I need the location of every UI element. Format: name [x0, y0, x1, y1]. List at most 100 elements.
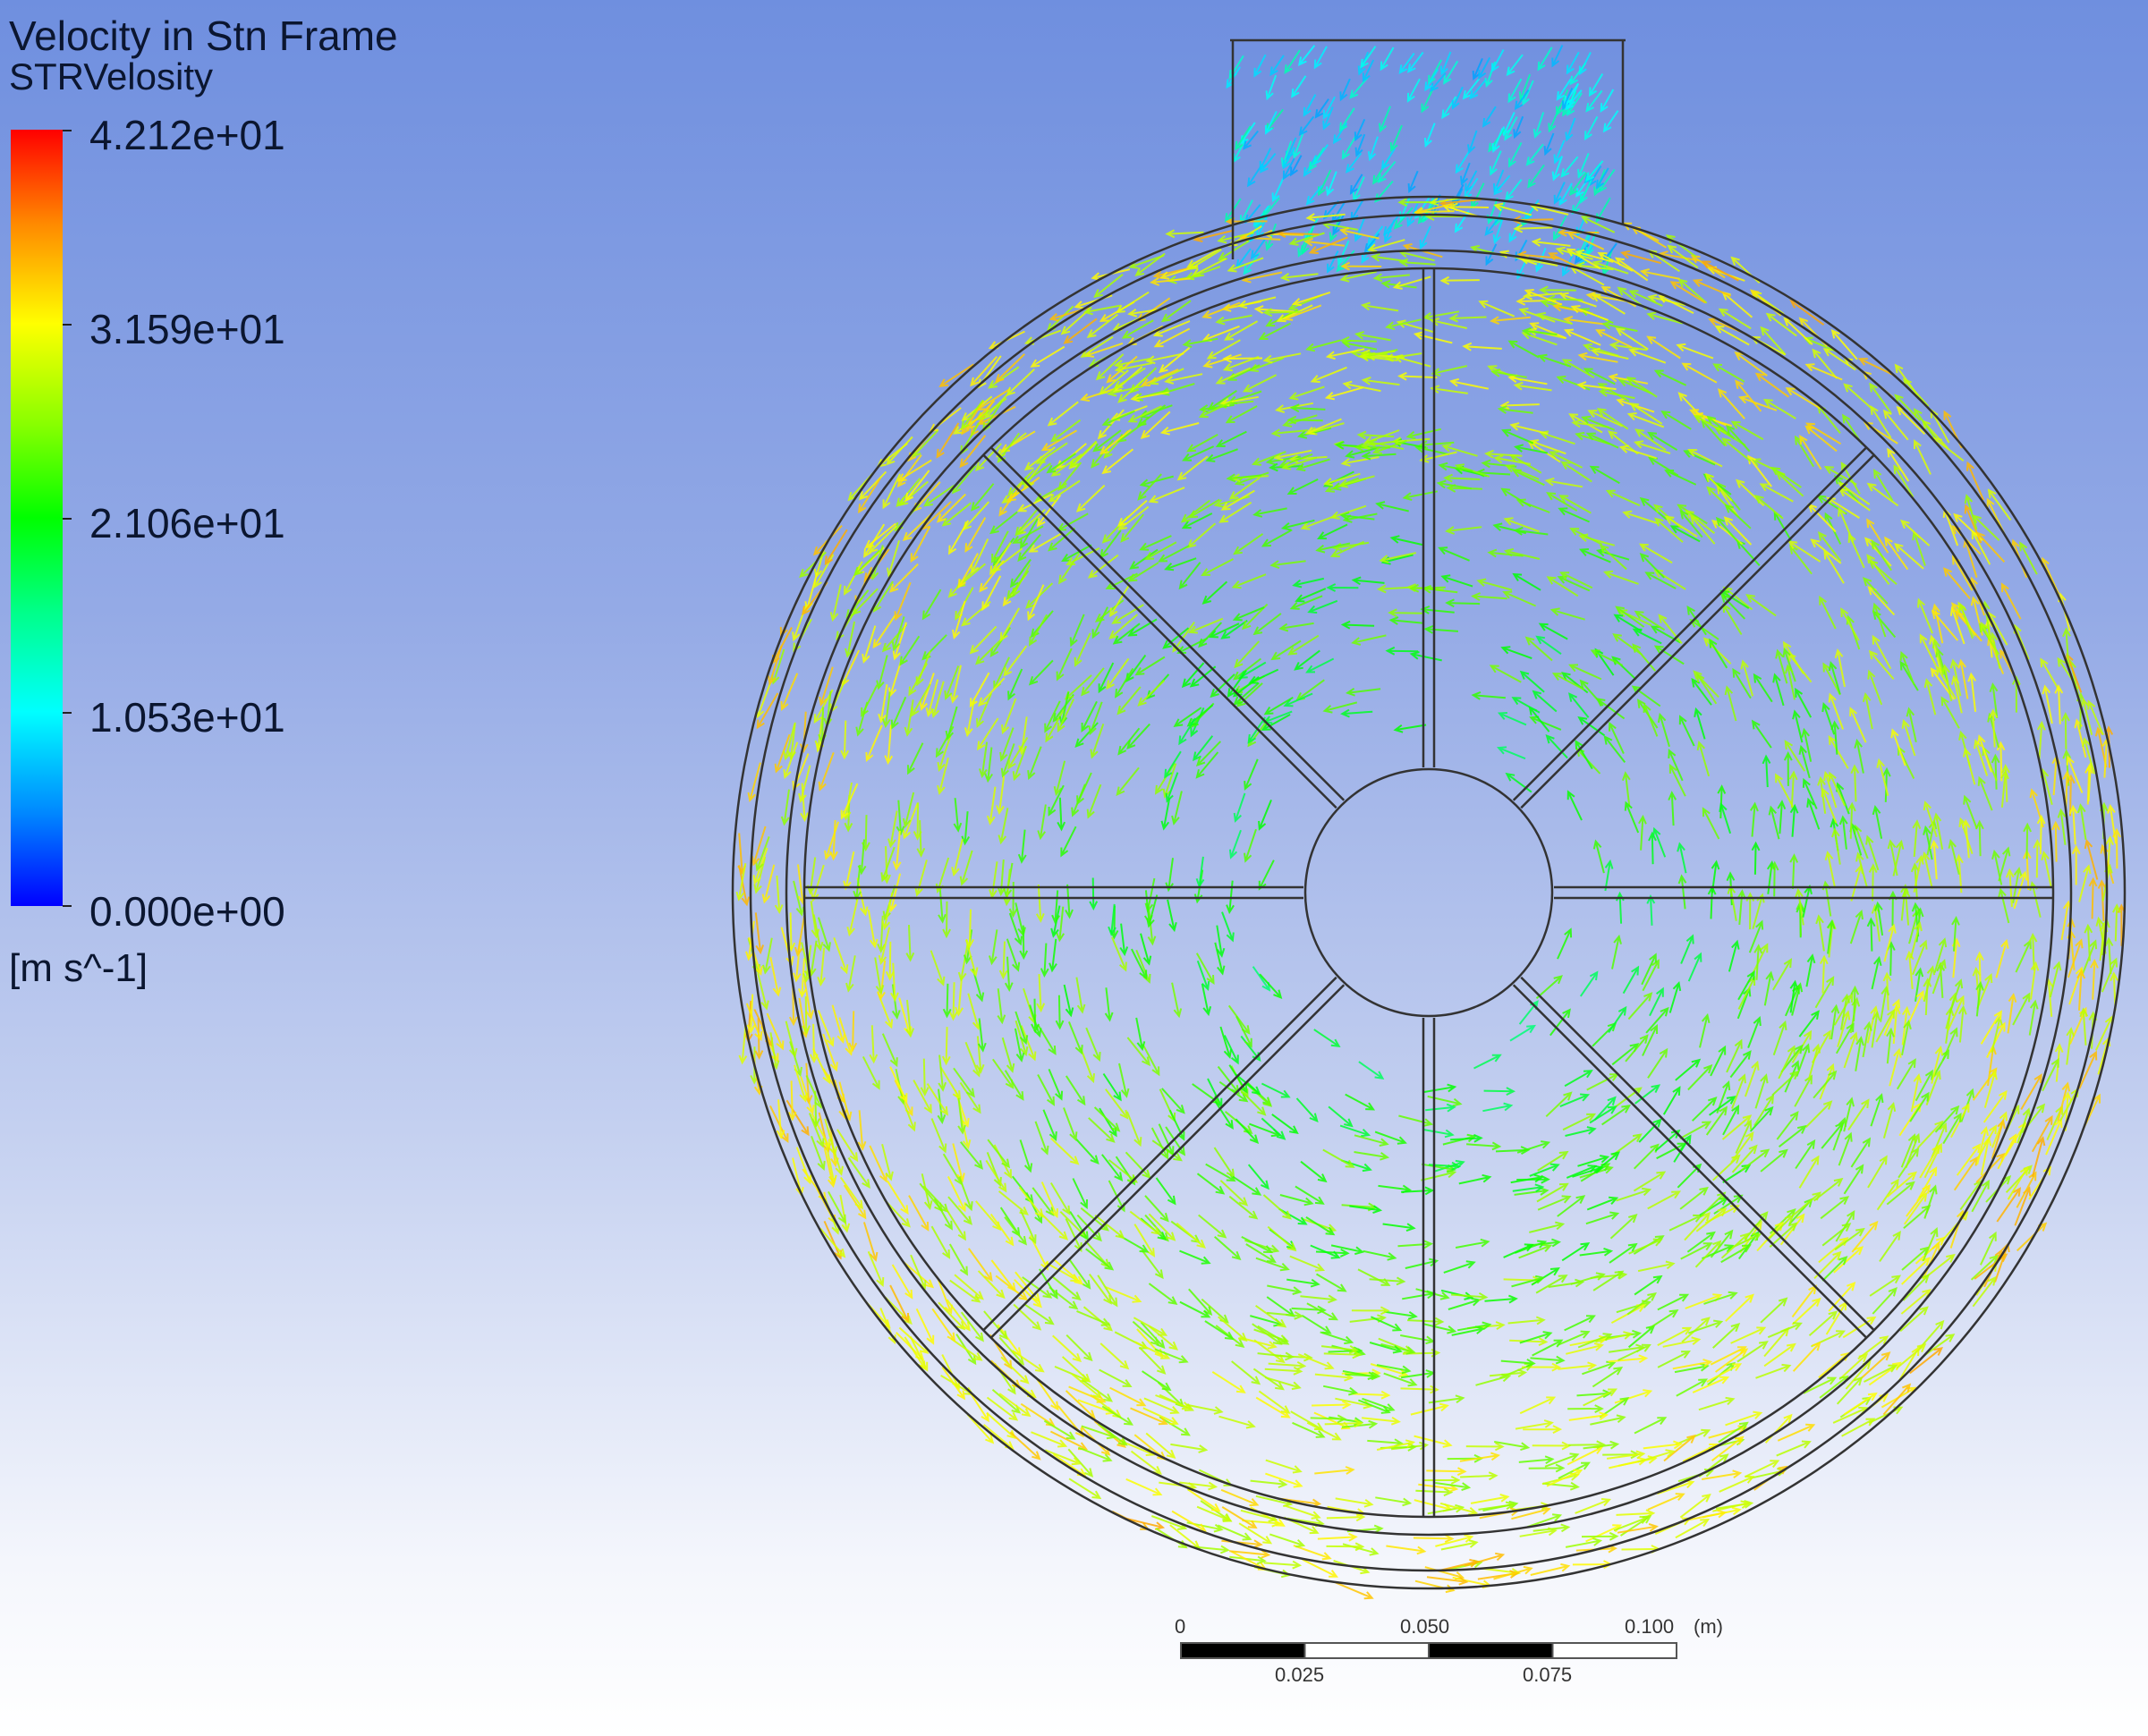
velocity-arrow — [1649, 987, 1664, 1017]
velocity-arrow — [1284, 49, 1301, 74]
velocity-arrow — [1148, 1325, 1179, 1351]
velocity-arrow — [1202, 353, 1242, 368]
velocity-arrow — [1551, 156, 1564, 182]
velocity-arrow — [942, 983, 952, 1019]
velocity-arrow — [1126, 723, 1150, 750]
velocity-arrow — [1317, 1532, 1358, 1542]
velocity-arrow — [843, 851, 855, 891]
velocity-arrow — [1392, 275, 1431, 290]
velocity-arrow — [1206, 339, 1241, 360]
velocity-arrow — [1989, 682, 1999, 719]
velocity-arrow — [1842, 1316, 1877, 1339]
velocity-arrow — [1634, 1084, 1661, 1105]
velocity-arrow — [1871, 955, 1882, 990]
velocity-arrow — [1382, 1223, 1416, 1232]
velocity-arrow — [1840, 993, 1851, 1030]
velocity-arrow — [1589, 1105, 1617, 1124]
velocity-arrow — [1130, 391, 1169, 402]
velocity-arrow — [822, 1033, 838, 1072]
velocity-arrow — [787, 722, 796, 761]
velocity-arrow — [1709, 638, 1728, 669]
velocity-arrow — [857, 1110, 867, 1151]
velocity-arrow — [1279, 273, 1319, 282]
velocity-arrow — [1931, 1046, 1944, 1084]
velocity-arrow — [1336, 250, 1355, 273]
velocity-arrow — [1571, 190, 1588, 216]
velocity-arrow — [1639, 268, 1680, 280]
velocity-arrow — [1126, 1037, 1151, 1067]
velocity-arrow — [802, 996, 811, 1036]
velocity-arrow — [1662, 1336, 1702, 1348]
velocity-arrow — [1478, 56, 1491, 80]
velocity-arrow — [1747, 1016, 1762, 1048]
velocity-arrow — [1615, 605, 1645, 628]
velocity-arrow — [1857, 1335, 1889, 1360]
velocity-arrow — [1268, 1360, 1307, 1370]
velocity-arrow — [1643, 1440, 1684, 1450]
velocity-arrow — [988, 929, 998, 966]
velocity-arrow — [1857, 358, 1897, 377]
velocity-arrow — [1263, 696, 1294, 716]
velocity-arrow — [1510, 1173, 1544, 1184]
velocity-arrow — [1430, 385, 1468, 394]
velocity-arrow — [1521, 326, 1558, 336]
velocity-arrow — [1393, 207, 1414, 230]
velocity-arrow — [1843, 1031, 1858, 1069]
velocity-arrow — [1289, 403, 1326, 413]
velocity-arrow — [1821, 701, 1836, 735]
velocity-arrow — [1361, 451, 1397, 461]
velocity-arrow — [1438, 462, 1473, 472]
velocity-arrow — [1972, 514, 2000, 541]
velocity-arrow — [1998, 846, 2011, 882]
velocity-arrow — [858, 478, 881, 514]
velocity-arrow — [1315, 1249, 1350, 1258]
velocity-arrow — [1188, 498, 1220, 519]
velocity-arrow — [1637, 1449, 1676, 1463]
velocity-arrow — [1150, 1127, 1169, 1160]
velocity-arrow — [1663, 1434, 1696, 1462]
velocity-arrow — [1248, 668, 1279, 684]
velocity-arrow — [965, 400, 996, 430]
velocity-arrow — [1425, 1103, 1456, 1113]
scale-unit: (m) — [1694, 1615, 1723, 1638]
velocity-arrow — [1565, 89, 1583, 111]
velocity-arrow — [1201, 558, 1234, 577]
velocity-arrow — [1585, 432, 1619, 449]
velocity-arrow — [1385, 646, 1419, 656]
velocity-arrow — [1252, 1368, 1285, 1391]
velocity-arrow — [1487, 548, 1524, 558]
velocity-arrow — [1354, 443, 1391, 452]
velocity-arrow — [1278, 622, 1314, 632]
velocity-arrow — [1899, 1306, 1929, 1333]
velocity-arrow — [1322, 106, 1334, 131]
velocity-arrow — [2042, 684, 2053, 724]
velocity-arrow — [1647, 456, 1679, 477]
velocity-arrow — [887, 810, 898, 849]
velocity-arrow — [1258, 1390, 1291, 1414]
velocity-arrow — [1075, 484, 1106, 512]
velocity-arrow — [1847, 532, 1865, 569]
velocity-arrow — [1657, 1351, 1691, 1368]
velocity-arrow — [1702, 1469, 1743, 1480]
velocity-arrow — [1235, 1118, 1260, 1144]
velocity-arrow — [1380, 148, 1397, 171]
velocity-arrow — [1991, 1111, 2008, 1148]
velocity-arrow — [1065, 1218, 1082, 1253]
velocity-arrow — [1924, 1253, 1956, 1279]
velocity-arrow — [1740, 1148, 1770, 1172]
velocity-arrow — [1746, 454, 1772, 487]
velocity-arrow — [1717, 388, 1745, 419]
velocity-arrow — [1135, 949, 1151, 984]
velocity-arrow — [1435, 1482, 1472, 1492]
velocity-arrow — [1633, 1143, 1660, 1170]
velocity-arrow — [1244, 828, 1257, 863]
velocity-arrow — [1532, 1441, 1572, 1451]
velocity-arrow — [1802, 777, 1818, 809]
velocity-arrow — [1376, 1439, 1416, 1451]
velocity-arrow — [1291, 291, 1331, 307]
velocity-arrow — [1308, 147, 1325, 172]
velocity-arrow — [2012, 992, 2031, 1026]
velocity-arrow — [1583, 1388, 1617, 1407]
velocity-arrow — [941, 1027, 951, 1066]
velocity-arrow — [1647, 431, 1678, 452]
